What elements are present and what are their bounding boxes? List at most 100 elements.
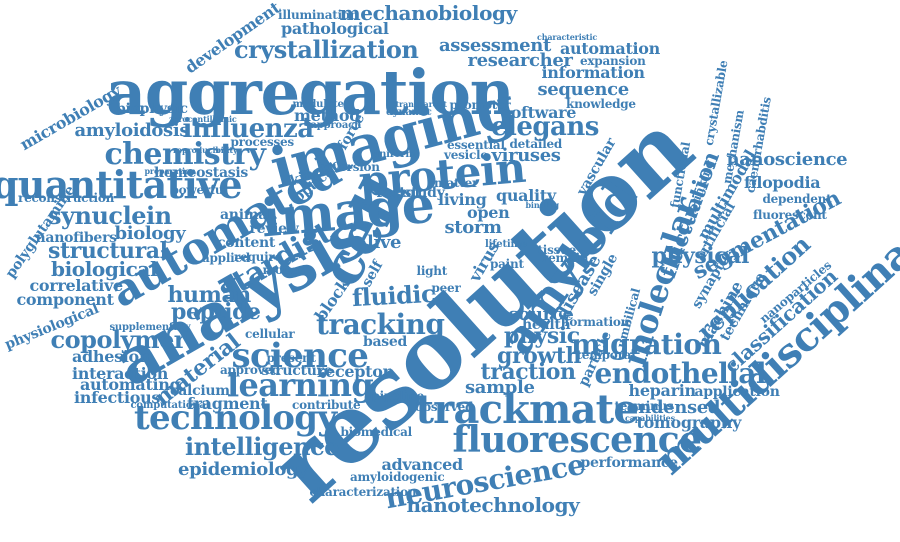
word-live: live	[367, 232, 402, 253]
word-component: component	[16, 290, 114, 309]
word-condensed: condensed	[616, 397, 721, 418]
word-present: present	[266, 351, 317, 365]
word-learning: learning	[227, 366, 374, 404]
word-viruses: viruses	[491, 145, 561, 166]
word-biomedical: biomedical	[340, 425, 413, 439]
word-infectious: infectious	[74, 388, 161, 407]
word-chemistry: chemistry	[104, 137, 266, 172]
word-illumination: illumination	[278, 8, 359, 22]
word-tracking: tracking	[316, 308, 445, 341]
word-correlative: correlative	[29, 276, 124, 295]
word-review: review	[249, 221, 299, 237]
word-fluorescence: fluorescence	[452, 419, 702, 461]
word-biophysic: biophysic	[116, 101, 188, 117]
word-trackmate: trackmate	[415, 386, 639, 433]
word-lifetime: lifetime	[485, 239, 528, 250]
word-human: human	[167, 282, 252, 308]
word-influenza: influenza	[182, 114, 315, 144]
word-transparent: transparent	[395, 99, 447, 109]
word-mechanobiology: mechanobiology	[339, 1, 518, 25]
word-physical: physical	[651, 243, 750, 269]
word-traction: traction	[480, 359, 577, 385]
word-method: method	[294, 106, 361, 125]
word-living: living	[438, 190, 487, 209]
word-software: software	[502, 103, 577, 122]
word-receptor: receptor	[317, 362, 391, 381]
word-quantitative: quantitative	[0, 162, 243, 207]
word-peer: peer	[431, 281, 461, 295]
word-crystallization: crystallization	[234, 35, 419, 64]
word-uniform: uniform	[372, 149, 416, 160]
word-researcher: researcher	[467, 50, 573, 71]
word-technology: technology	[134, 398, 337, 438]
word-reproducibility: reproducibility	[173, 145, 238, 155]
word-open: open	[467, 203, 510, 222]
word-based: based	[363, 334, 408, 350]
word-preparation: preparation	[144, 166, 196, 176]
word-fluorescent: fluorescent	[753, 208, 827, 222]
word-processes: processes	[230, 135, 295, 149]
word-approved: approved	[220, 363, 280, 377]
word-terminus: terminus	[614, 399, 674, 413]
word-information: information	[541, 63, 646, 82]
word-study: study	[403, 185, 445, 201]
word-nanofibers: nanofibers	[35, 230, 118, 246]
word-characterization: characterization	[309, 485, 417, 499]
word-storm: storm	[444, 217, 503, 238]
word-filopodia: filopodia	[744, 173, 821, 192]
word-sample: sample	[465, 377, 535, 398]
word-biology: biology	[114, 223, 186, 244]
word-epidemiology: epidemiology	[178, 459, 309, 480]
word-fluidic: fluidic	[350, 278, 436, 313]
word-capabilities: capabilities	[625, 413, 675, 423]
word-essential: essential	[447, 138, 505, 152]
word-expansion: expansion	[580, 54, 646, 68]
word-automation: automation	[560, 39, 660, 58]
word-binding: binding	[525, 200, 560, 210]
word-migration: migration	[571, 328, 722, 361]
word-require: require	[234, 250, 282, 264]
word-contribute: contribute	[292, 398, 361, 412]
word-physic: physic	[504, 323, 580, 349]
word-zerocontill4mic: zerocontill4mic	[169, 114, 237, 124]
word-intelligence: intelligence	[185, 432, 339, 461]
word-temporal: temporal	[576, 348, 636, 362]
word-adhesion: adhesion	[72, 347, 151, 366]
word-supplementary: supplementary	[109, 322, 191, 333]
word-pathological: pathological	[281, 19, 389, 38]
word-health: health	[522, 317, 571, 333]
word-sequence: sequence	[537, 79, 630, 100]
word-approach: approach	[310, 120, 362, 131]
word-promoter: promoter	[449, 98, 511, 112]
word-interaction: interaction	[72, 364, 169, 383]
word-modulate: modulate	[292, 99, 344, 110]
word-advanced: advanced	[381, 455, 464, 474]
word-science: science	[231, 336, 369, 376]
word-computational: computational	[130, 400, 210, 411]
word-dependent: dependent	[762, 192, 832, 206]
word-vesicle: vesicle	[444, 148, 488, 162]
word-remain: remain	[542, 251, 589, 265]
word-crystallizable: crystallizable	[701, 59, 731, 147]
word-animal: animal	[220, 207, 273, 223]
word-tomography: tomography	[636, 413, 742, 432]
word-amyloidosis: amyloidosis	[74, 120, 190, 141]
word-quality: quality	[496, 186, 556, 205]
word-applied: applied	[202, 251, 251, 265]
word-performance: performance	[580, 455, 679, 471]
word-matter: matter	[434, 176, 479, 190]
word-automating: automating	[80, 375, 181, 394]
word-pipeline: pipeline	[371, 389, 425, 403]
word-structure: structure	[261, 363, 333, 379]
word-knowledge: knowledge	[566, 97, 636, 111]
word-application: application	[694, 384, 780, 400]
word-light: light	[416, 264, 448, 278]
word-version: version	[332, 160, 381, 174]
word-elegans: elegans	[491, 112, 599, 142]
word-mouse: mouse	[262, 263, 306, 277]
word-nanoscience: nanoscience	[726, 149, 848, 170]
word-calcium: calcium	[170, 383, 230, 399]
word-detailed: detailed	[509, 137, 563, 151]
word-observed: observed	[415, 400, 474, 414]
